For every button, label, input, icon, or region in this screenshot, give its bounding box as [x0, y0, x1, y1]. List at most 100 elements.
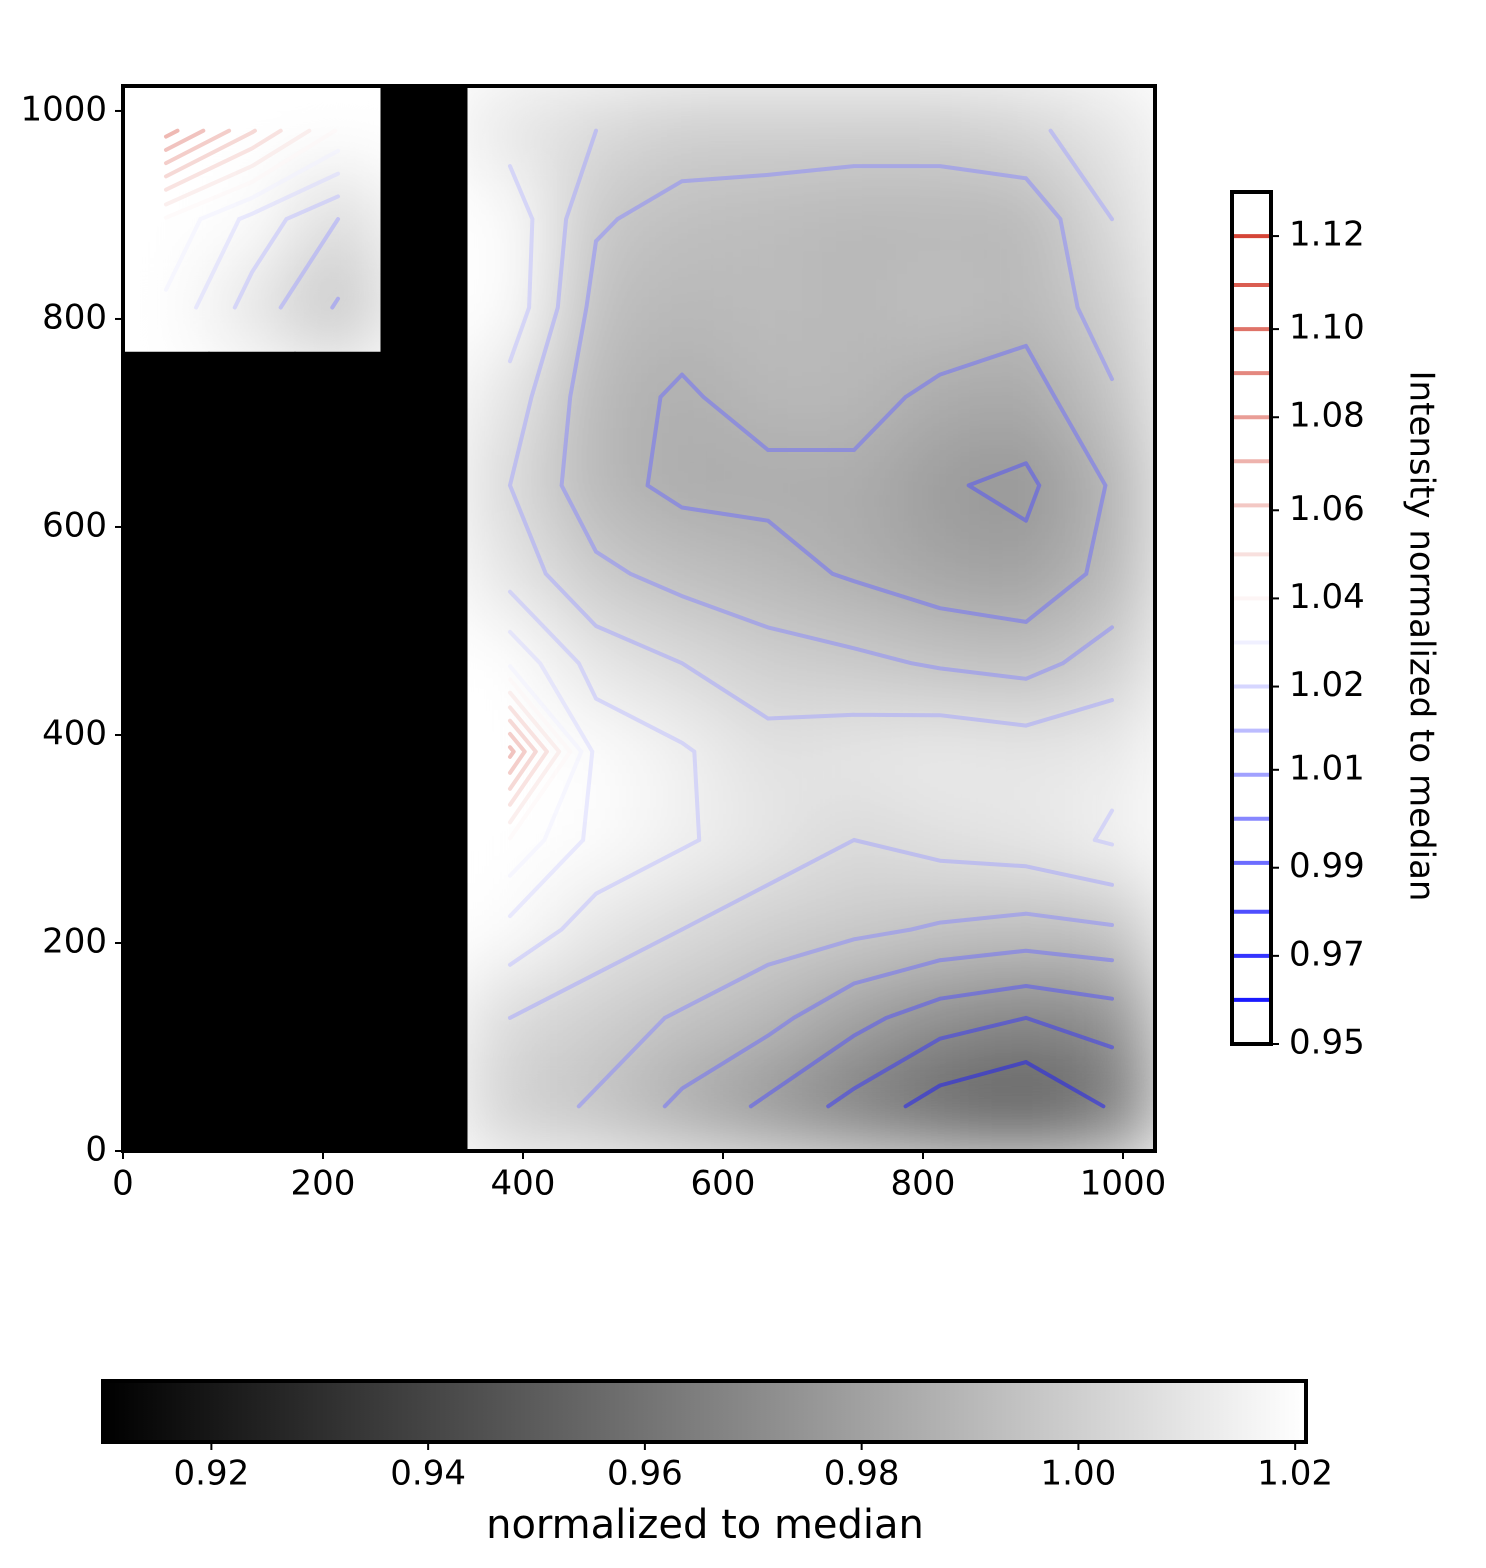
colorbar-tick-label: 1.10: [1289, 308, 1365, 348]
heat-cell: [466, 86, 554, 176]
masked-cell: [294, 706, 382, 797]
masked-cell: [380, 529, 468, 619]
colorbar-tick-label: 1.12: [1289, 215, 1365, 255]
heat-cell: [638, 529, 726, 619]
y-tick-label: 400: [42, 713, 107, 753]
heat-cell: [810, 884, 898, 975]
heat-cell: [638, 795, 726, 886]
masked-cell: [380, 174, 468, 264]
masked-cell: [294, 440, 382, 531]
heat-cell: [552, 1061, 640, 1151]
heat-cell: [982, 174, 1070, 264]
masked-cell: [380, 1061, 468, 1151]
masked-cell: [123, 440, 210, 531]
masked-cell: [294, 351, 382, 442]
colorbar-tick-label: 0.97: [1289, 934, 1365, 974]
x-tick-label: 400: [491, 1164, 556, 1204]
contour-colorbar-frame: [1230, 190, 1273, 1046]
y-tick-label: 800: [42, 297, 107, 337]
heat-cell: [638, 351, 726, 442]
colorbar-tick-label: 0.96: [607, 1454, 683, 1494]
masked-cell: [294, 618, 382, 708]
heat-cell: [810, 351, 898, 442]
x-tick-label: 800: [891, 1164, 956, 1204]
masked-cell: [208, 884, 296, 975]
masked-cell: [123, 973, 210, 1063]
heat-cell: [724, 262, 812, 353]
heat-cell: [896, 973, 984, 1063]
heat-cell: [896, 174, 984, 264]
heat-cell: [896, 1061, 984, 1151]
masked-cell: [123, 1061, 210, 1151]
heat-cell: [896, 262, 984, 353]
heat-cell: [724, 351, 812, 442]
colorbar-tick-label: 0.95: [1289, 1023, 1365, 1063]
contour-line: [164, 148, 584, 878]
masked-cell: [294, 973, 382, 1063]
masked-cell: [123, 706, 210, 797]
heat-cell: [1068, 262, 1155, 353]
y-tick-label: 0: [85, 1130, 107, 1170]
heat-cell: [982, 1061, 1070, 1151]
masked-cell: [380, 884, 468, 975]
x-tick-label: 0: [112, 1164, 134, 1204]
heat-cell: [982, 884, 1070, 975]
heat-cell: [724, 884, 812, 975]
contour-line: [194, 171, 595, 919]
image-colorbar-label: normalized to median: [486, 1502, 924, 1548]
contour-line: [164, 128, 562, 825]
contour-line: [164, 128, 516, 759]
contour-line: [164, 128, 527, 775]
x-tick-label: 200: [291, 1164, 356, 1204]
contour-colorbar: [1232, 192, 1271, 1044]
masked-cell: [380, 440, 468, 531]
heat-cell: [208, 174, 296, 264]
heat-cell: [896, 86, 984, 176]
heat-cell: [466, 884, 554, 975]
masked-cell: [208, 795, 296, 886]
heat-cell: [1068, 351, 1155, 442]
heat-cell: [982, 262, 1070, 353]
heat-cell: [810, 86, 898, 176]
masked-cell: [123, 795, 210, 886]
masked-cell: [294, 884, 382, 975]
heat-cell: [1068, 706, 1155, 797]
heat-cell: [552, 973, 640, 1063]
contour-line: [748, 461, 1114, 1109]
heat-cell: [896, 795, 984, 886]
contour-line: [278, 128, 1114, 1020]
heat-cell: [810, 174, 898, 264]
heat-cell: [552, 884, 640, 975]
contour-line: [164, 128, 538, 791]
contour-line: [164, 128, 180, 139]
x-tick-label: 1000: [1080, 1164, 1167, 1204]
masked-cell: [123, 884, 210, 975]
contour-line: [645, 343, 1114, 1109]
contour-line: [164, 128, 573, 841]
heat-cell: [810, 440, 898, 531]
image-colorbar: [101, 1379, 1308, 1444]
colorbar-tick-label: 1.01: [1289, 748, 1365, 788]
colorbar-tick-label: 1.02: [1289, 665, 1365, 705]
masked-cell: [380, 795, 468, 886]
heat-cell: [552, 706, 640, 797]
y-tick-label: 1000: [20, 89, 107, 129]
heat-cell: [810, 618, 898, 708]
heat-cell: [552, 440, 640, 531]
heat-cell: [724, 86, 812, 176]
masked-cell: [123, 529, 210, 619]
heat-cell: [982, 529, 1070, 619]
contour-colorbar-label: Intensity normalized to median: [1402, 371, 1442, 902]
heat-cell: [810, 262, 898, 353]
x-tick-label: 600: [691, 1164, 756, 1204]
heat-cell: [982, 795, 1070, 886]
contours: [164, 128, 1114, 1109]
heat-cell: [724, 973, 812, 1063]
contour-line: [232, 164, 1114, 967]
heat-cell: [1068, 440, 1155, 531]
heat-cell: [638, 262, 726, 353]
masked-cell: [380, 973, 468, 1063]
heat-cell: [810, 706, 898, 797]
heat-cell: [810, 529, 898, 619]
masked-cell: [208, 351, 296, 442]
